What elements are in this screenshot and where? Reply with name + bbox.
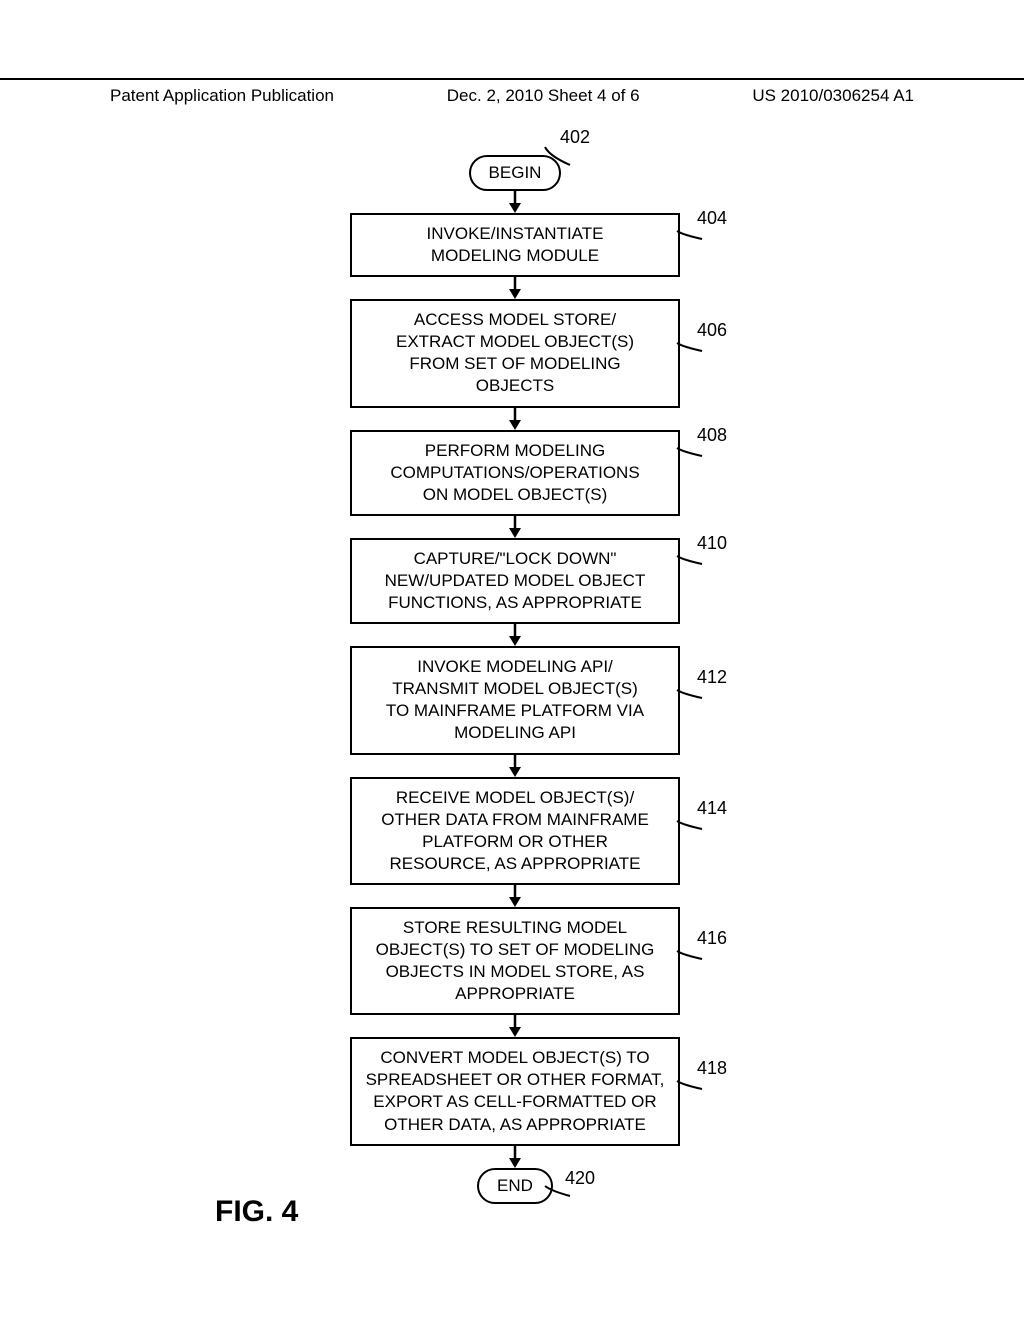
step-box-404: INVOKE/INSTANTIATEMODELING MODULE404 — [350, 213, 680, 277]
header-mid: Dec. 2, 2010 Sheet 4 of 6 — [447, 86, 640, 106]
flowchart: BEGIN402 INVOKE/INSTANTIATEMODELING MODU… — [350, 155, 680, 1204]
step-box-412: INVOKE MODELING API/TRANSMIT MODEL OBJEC… — [350, 646, 680, 754]
step-box-418: CONVERT MODEL OBJECT(S) TOSPREADSHEET OR… — [350, 1037, 680, 1145]
step-box-410: CAPTURE/"LOCK DOWN"NEW/UPDATED MODEL OBJ… — [350, 538, 680, 624]
leader-416 — [672, 941, 712, 977]
end-row: END420 — [350, 1168, 680, 1204]
leader-408 — [672, 438, 712, 474]
arrow — [350, 1146, 680, 1168]
arrow — [350, 624, 680, 646]
page-header: Patent Application Publication Dec. 2, 2… — [0, 78, 1024, 106]
leader-414 — [672, 811, 712, 847]
leader-418 — [672, 1071, 712, 1107]
figure-label: FIG. 4 — [215, 1195, 298, 1229]
step-box-414: RECEIVE MODEL OBJECT(S)/OTHER DATA FROM … — [350, 777, 680, 885]
leader-420 — [545, 1178, 585, 1208]
leader-410 — [672, 546, 712, 582]
step-box-416: STORE RESULTING MODELOBJECT(S) TO SET OF… — [350, 907, 680, 1015]
arrow — [350, 516, 680, 538]
arrow — [350, 277, 680, 299]
arrow — [350, 408, 680, 430]
step-box-406: ACCESS MODEL STORE/EXTRACT MODEL OBJECT(… — [350, 299, 680, 407]
header-left: Patent Application Publication — [110, 86, 334, 106]
leader-406 — [672, 333, 712, 369]
leader-412 — [672, 680, 712, 716]
ref-402: 402 — [560, 127, 590, 148]
leader-402 — [545, 147, 585, 182]
end-terminal: END — [477, 1168, 553, 1204]
arrow — [350, 191, 680, 213]
step-box-408: PERFORM MODELINGCOMPUTATIONS/OPERATIONSO… — [350, 430, 680, 516]
header-right: US 2010/0306254 A1 — [752, 86, 914, 106]
arrow — [350, 1015, 680, 1037]
arrow — [350, 755, 680, 777]
leader-404 — [672, 221, 712, 257]
arrow — [350, 885, 680, 907]
begin-row: BEGIN402 — [350, 155, 680, 191]
